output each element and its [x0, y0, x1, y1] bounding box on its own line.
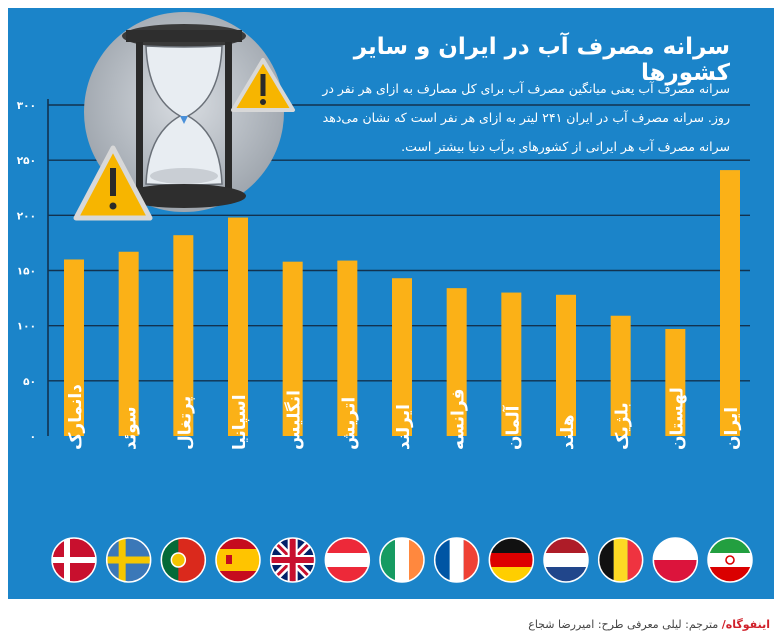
flag-france-icon [433, 537, 480, 583]
bar [173, 235, 194, 436]
flag-ireland-icon [379, 537, 425, 583]
bar [665, 328, 686, 436]
warning-icon [231, 58, 295, 112]
y-tick-label: ۰ [30, 431, 36, 443]
brand-label: اینفوگاه/ [721, 618, 770, 631]
flag-iran-icon [707, 537, 753, 583]
x-tick-label: بلژیک [613, 402, 633, 450]
x-tick-label: آلمان [501, 404, 523, 450]
flag-spain-icon [215, 537, 261, 583]
bar [282, 261, 303, 436]
chart-title: سرانه مصرف آب در ایران و سایر کشورها [353, 34, 730, 86]
flag-uk-icon [269, 537, 316, 583]
flag-netherlands-icon [543, 537, 589, 583]
flag-belgium-icon [597, 537, 644, 583]
bar [118, 251, 139, 436]
y-tick-label: ۱۵۰ [17, 266, 36, 278]
bar [228, 217, 248, 436]
flag-austria-icon [324, 537, 371, 583]
hourglass-illustration [73, 12, 295, 221]
chart-subtitle: سرانه مصرف آب یعنی میانگین مصرف آب برای … [322, 81, 730, 154]
y-tick-label: ۲۰۰ [17, 210, 36, 222]
y-tick-label: ۵۰ [23, 376, 36, 388]
flag-germany-icon [488, 537, 535, 583]
credits-text: مترجم: لیلی معرفی طرح: امیررضا شجاع [528, 618, 719, 631]
x-tick-label: انگلیس [284, 390, 305, 450]
x-tick-label: اسپانیا [230, 394, 250, 450]
bar [556, 294, 576, 436]
bar [720, 170, 740, 436]
flag-poland-icon [652, 537, 699, 583]
bar-chart: ۰ ۵۰ ۱۰۰ ۱۵۰ ۲۰۰ ۲۵۰ ۳۰۰ دانمارک سوئد پرتغال اسپا… [17, 12, 753, 583]
y-tick-label: ۳۰۰ [17, 100, 36, 112]
bar [337, 260, 358, 436]
flag-denmark-icon [51, 537, 97, 583]
x-tick-label: ایران [722, 407, 742, 450]
y-tick-label: ۲۵۰ [17, 155, 36, 167]
x-tick-label: سوئد [121, 406, 141, 450]
bar [446, 288, 467, 436]
flag-portugal-icon [160, 537, 207, 583]
bar [392, 278, 412, 436]
x-tick-label: پرتغال [175, 396, 195, 450]
x-tick-label: فرانسه [449, 388, 469, 450]
bar [501, 292, 522, 436]
x-tick-label: هلند [558, 415, 578, 451]
x-tick-label: اتریش [339, 397, 359, 450]
bar [64, 259, 84, 436]
x-tick-label: ایرلند [394, 404, 414, 450]
hourglass-icon [122, 24, 246, 208]
x-tick-label: دانمارک [66, 384, 86, 450]
flag-sweden-icon [105, 537, 152, 583]
bar [610, 315, 631, 436]
footer-credits: اینفوگاه/ مترجم: لیلی معرفی طرح: امیررضا… [528, 618, 770, 631]
infographic-panel: ۰ ۵۰ ۱۰۰ ۱۵۰ ۲۰۰ ۲۵۰ ۳۰۰ دانمارک سوئد پرتغال اسپا… [8, 8, 774, 599]
x-tick-label: لهستان [667, 387, 687, 450]
y-tick-label: ۱۰۰ [17, 321, 36, 333]
warning-icon [73, 145, 153, 221]
